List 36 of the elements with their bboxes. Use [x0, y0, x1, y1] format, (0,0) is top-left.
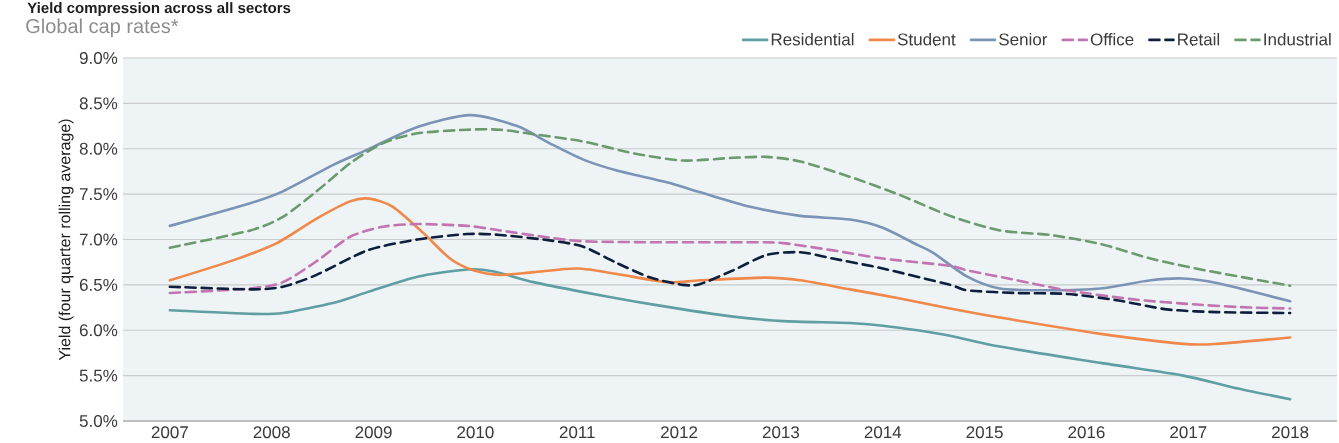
legend-label: Student [897, 32, 956, 46]
y-tick-label: 6.0% [79, 324, 118, 337]
chart-subtitle: Global cap rates* [26, 18, 179, 38]
y-tick-label: 6.5% [79, 278, 118, 291]
x-tick-label: 2008 [253, 426, 290, 439]
x-tick-label: 2011 [559, 426, 595, 439]
line-series [168, 197, 1292, 346]
legend-label: Residential [771, 32, 854, 46]
y-tick-label: 5.5% [79, 369, 118, 382]
chart-title: Yield compression across all sectors [27, 2, 291, 17]
x-tick-label: 2018 [1272, 426, 1309, 439]
line-series [168, 113, 1292, 303]
x-tick-label: 2009 [355, 426, 392, 439]
legend-label: Industrial [1264, 32, 1331, 46]
y-tick-label: 9.0% [79, 51, 118, 65]
x-tick-label: 2017 [1170, 426, 1207, 439]
line-series [168, 128, 1292, 288]
y-tick-label: 7.0% [79, 233, 118, 246]
line-series [168, 222, 1292, 310]
y-axis-title: Yield (four quarter rolling average) [58, 119, 74, 361]
y-tick-label: 7.5% [79, 188, 118, 201]
line-series [168, 232, 1292, 315]
legend-label: Retail [1178, 32, 1220, 46]
legend-label: Senior [999, 32, 1048, 46]
x-tick-label: 2013 [762, 426, 800, 439]
x-tick-label: 2016 [1068, 426, 1105, 439]
x-tick-label: 2015 [966, 426, 1003, 439]
y-tick-label: 8.5% [79, 97, 118, 110]
x-tick-label: 2010 [457, 426, 494, 439]
x-tick-label: 2007 [151, 426, 188, 439]
x-tick-label: 2012 [661, 426, 698, 439]
legend-label: Office [1090, 32, 1134, 46]
y-tick-label: 5.0% [79, 414, 118, 428]
y-tick-label: 8.0% [79, 142, 118, 155]
line-series [168, 267, 1292, 401]
x-tick-label: 2014 [864, 426, 902, 439]
